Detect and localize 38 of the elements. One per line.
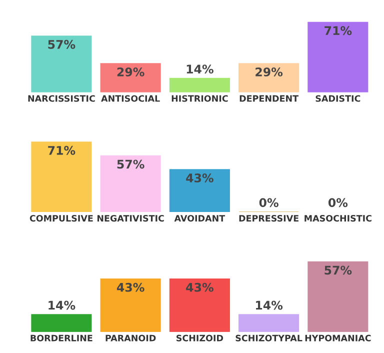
bar: [31, 142, 92, 212]
bar: [100, 63, 161, 92]
data-label: 0%: [328, 198, 348, 208]
data-label: 57%: [117, 160, 144, 169]
data-label: 0%: [259, 198, 278, 208]
x-tick-label: HYPOMANIAC: [305, 334, 371, 342]
x-tick-label: AVOIDANT: [174, 214, 226, 222]
data-label: 14%: [256, 300, 283, 310]
data-label: 57%: [48, 40, 76, 49]
x-tick-label: ANTISOCIAL: [101, 95, 160, 102]
bar: [169, 169, 230, 212]
x-tick-label: MASOCHISTIC: [304, 214, 372, 222]
x-tick-label: NARCISSISTIC: [28, 95, 95, 102]
x-tick-label: BORDERLINE: [30, 334, 92, 342]
data-label: 14%: [48, 300, 76, 310]
bar: [31, 36, 92, 92]
x-tick-label: DEPENDENT: [240, 95, 298, 102]
x-tick-label: SCHIZOTYPAL: [236, 334, 302, 342]
data-label: 43%: [116, 282, 144, 292]
x-tick-label: COMPULSIVE: [30, 214, 93, 222]
data-label: 71%: [324, 26, 352, 36]
x-tick-label: DEPRESSIVE: [239, 214, 298, 222]
data-label: 29%: [256, 67, 283, 76]
x-tick-label: HISTRIONIC: [172, 95, 228, 102]
bar: [100, 155, 161, 212]
data-label: 14%: [186, 64, 214, 74]
x-tick-label: SADISTIC: [316, 95, 360, 102]
data-label: 57%: [324, 266, 352, 275]
data-label: 43%: [186, 282, 214, 292]
data-label: 71%: [48, 146, 76, 155]
data-label: 29%: [117, 67, 144, 76]
x-tick-label: SCHIZOID: [176, 334, 224, 342]
x-tick-label: NEGATIVISTIC: [97, 214, 164, 222]
data-label: 43%: [186, 173, 214, 182]
x-tick-label: PARANOID: [106, 334, 156, 342]
bar: [238, 63, 300, 92]
bar: [169, 78, 230, 92]
bar: [308, 22, 368, 92]
